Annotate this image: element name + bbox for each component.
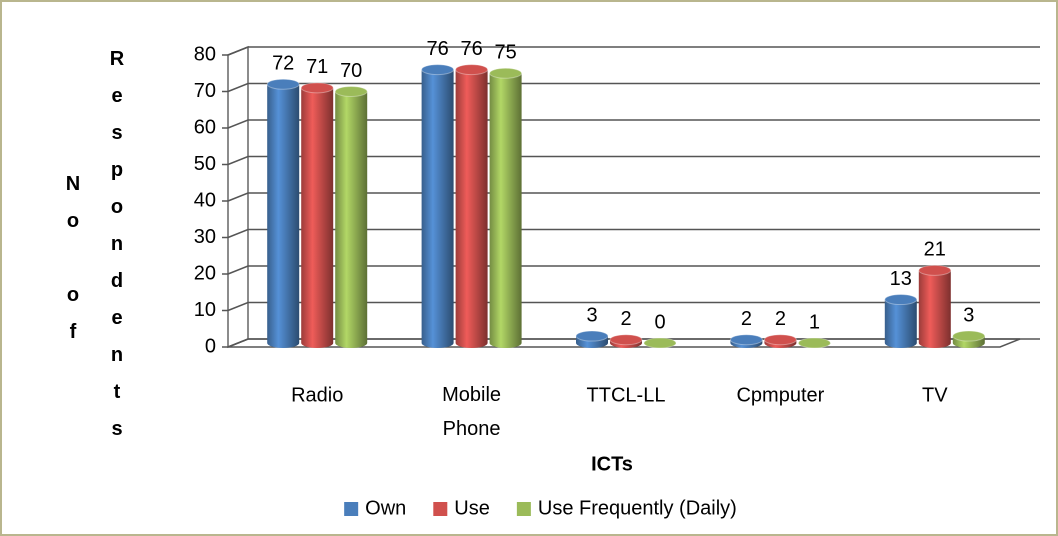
bar-top bbox=[609, 334, 643, 346]
bar bbox=[643, 337, 677, 349]
grid-line bbox=[227, 155, 1040, 166]
grid-line bbox=[227, 119, 1040, 129]
y-tick-label: 10 bbox=[194, 299, 216, 321]
grid-line bbox=[227, 265, 1040, 275]
bar-body bbox=[489, 73, 522, 348]
bar bbox=[334, 86, 368, 348]
grid-line bbox=[227, 301, 1040, 312]
bar-body bbox=[884, 299, 917, 348]
value-label: 70 bbox=[340, 60, 362, 82]
value-label: 76 bbox=[460, 38, 482, 60]
value-label: 3 bbox=[963, 304, 974, 326]
grid-line bbox=[227, 228, 1040, 239]
value-label: 0 bbox=[654, 311, 665, 333]
bar bbox=[609, 334, 643, 348]
bar bbox=[300, 82, 334, 348]
bar bbox=[455, 64, 489, 348]
value-label: 2 bbox=[775, 308, 786, 330]
value-label: 1 bbox=[809, 311, 820, 333]
x-tick-label: Cpmputer bbox=[736, 384, 824, 406]
bar bbox=[884, 294, 918, 348]
legend-label: Use Frequently (Daily) bbox=[538, 497, 737, 519]
bar-top bbox=[421, 64, 455, 76]
value-label: 76 bbox=[426, 38, 448, 60]
bar-top bbox=[455, 64, 489, 76]
bar-top bbox=[884, 294, 918, 306]
bar bbox=[266, 78, 300, 348]
bar bbox=[952, 330, 986, 348]
x-tick-label: Mobile Phone bbox=[442, 384, 501, 440]
bar-body bbox=[918, 270, 951, 348]
bar bbox=[729, 334, 763, 348]
legend-label: Use bbox=[454, 497, 490, 519]
bar bbox=[489, 67, 523, 348]
value-label: 72 bbox=[272, 52, 294, 74]
bar-top bbox=[763, 334, 797, 346]
value-label: 13 bbox=[890, 268, 912, 290]
y-tick-label: 20 bbox=[194, 262, 216, 284]
x-tick-label: TTCL-LL bbox=[587, 384, 666, 406]
bar-top bbox=[489, 67, 523, 79]
bar-body bbox=[301, 87, 334, 348]
bar bbox=[918, 264, 952, 348]
value-label: 75 bbox=[494, 42, 516, 64]
grid-line bbox=[227, 82, 1040, 93]
value-label: 21 bbox=[924, 239, 946, 261]
y-tick-label: 0 bbox=[205, 335, 216, 357]
y-tick-label: 70 bbox=[194, 80, 216, 102]
y-tick-label: 40 bbox=[194, 189, 216, 211]
bar-body bbox=[455, 69, 488, 348]
legend-label: Own bbox=[365, 497, 406, 519]
x-tick-label: Radio bbox=[291, 384, 343, 406]
value-label: 2 bbox=[741, 308, 752, 330]
bar bbox=[763, 334, 797, 348]
bar-top bbox=[729, 334, 763, 346]
value-label: 3 bbox=[586, 304, 597, 326]
x-axis-label: ICTs bbox=[591, 453, 633, 475]
y-tick-label: 30 bbox=[194, 226, 216, 248]
value-label: 71 bbox=[306, 56, 328, 78]
value-label: 2 bbox=[620, 308, 631, 330]
bar-top bbox=[266, 78, 300, 90]
bar bbox=[575, 330, 609, 348]
bar-top bbox=[952, 330, 986, 342]
bar bbox=[421, 64, 455, 348]
y-tick-label: 50 bbox=[194, 153, 216, 175]
bar-body bbox=[335, 91, 368, 348]
grid-line bbox=[227, 192, 1040, 202]
bar-top bbox=[300, 82, 334, 94]
y-tick-label: 80 bbox=[194, 43, 216, 65]
legend-swatch bbox=[344, 502, 359, 516]
grid-line bbox=[227, 46, 1040, 56]
x-tick-label: TV bbox=[922, 384, 948, 406]
bar-top bbox=[797, 337, 831, 349]
legend-swatch bbox=[433, 502, 448, 516]
bar-top bbox=[334, 86, 368, 97]
bar-body bbox=[267, 84, 300, 348]
legend-swatch bbox=[516, 502, 531, 516]
bar-body bbox=[421, 69, 454, 348]
bar-top bbox=[918, 264, 952, 276]
y-tick-label: 60 bbox=[194, 116, 216, 138]
bar bbox=[797, 337, 831, 349]
bar-top bbox=[575, 330, 609, 342]
bar-top bbox=[643, 337, 677, 349]
